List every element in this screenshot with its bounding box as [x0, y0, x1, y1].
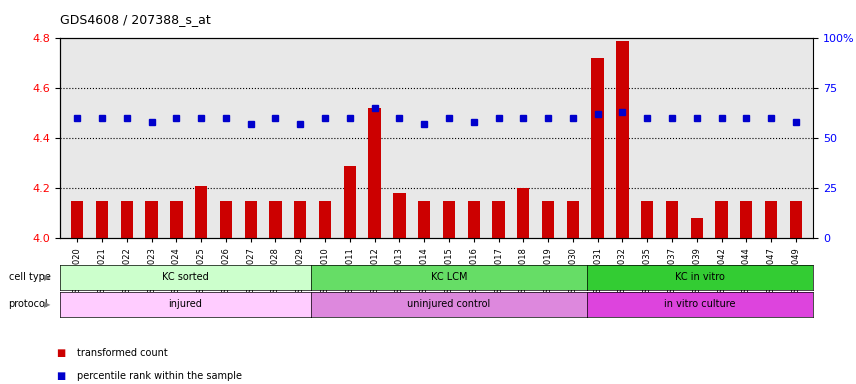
Text: GDS4608 / 207388_s_at: GDS4608 / 207388_s_at: [60, 13, 211, 26]
Bar: [318, 200, 331, 238]
Bar: [96, 200, 108, 238]
Text: uninjured control: uninjured control: [407, 299, 490, 310]
Bar: [567, 200, 579, 238]
Text: percentile rank within the sample: percentile rank within the sample: [77, 371, 242, 381]
Bar: [789, 200, 802, 238]
Bar: [467, 200, 480, 238]
Text: KC sorted: KC sorted: [162, 272, 209, 283]
Bar: [71, 200, 84, 238]
Text: transformed count: transformed count: [77, 348, 168, 358]
Bar: [146, 200, 158, 238]
Text: KC in vitro: KC in vitro: [675, 272, 725, 283]
Bar: [220, 200, 232, 238]
Bar: [245, 200, 257, 238]
Bar: [393, 193, 406, 238]
Text: injured: injured: [169, 299, 202, 310]
Bar: [270, 200, 282, 238]
Bar: [591, 58, 603, 238]
Text: ▶: ▶: [44, 273, 51, 282]
Bar: [195, 186, 207, 238]
Bar: [740, 200, 752, 238]
Bar: [418, 200, 431, 238]
Bar: [716, 200, 728, 238]
Text: KC LCM: KC LCM: [431, 272, 467, 283]
Bar: [170, 200, 182, 238]
Text: ■: ■: [56, 371, 65, 381]
Text: ▶: ▶: [44, 300, 51, 309]
Bar: [616, 41, 628, 238]
Text: cell type: cell type: [9, 272, 51, 283]
Bar: [294, 200, 306, 238]
Bar: [765, 200, 777, 238]
Bar: [517, 188, 530, 238]
Bar: [542, 200, 555, 238]
Bar: [343, 166, 356, 238]
Bar: [641, 200, 653, 238]
Text: ■: ■: [56, 348, 65, 358]
Text: protocol: protocol: [9, 299, 48, 310]
Bar: [121, 200, 133, 238]
Bar: [691, 218, 703, 238]
Bar: [368, 108, 381, 238]
Bar: [666, 200, 678, 238]
Text: in vitro culture: in vitro culture: [664, 299, 736, 310]
Bar: [443, 200, 455, 238]
Bar: [492, 200, 505, 238]
